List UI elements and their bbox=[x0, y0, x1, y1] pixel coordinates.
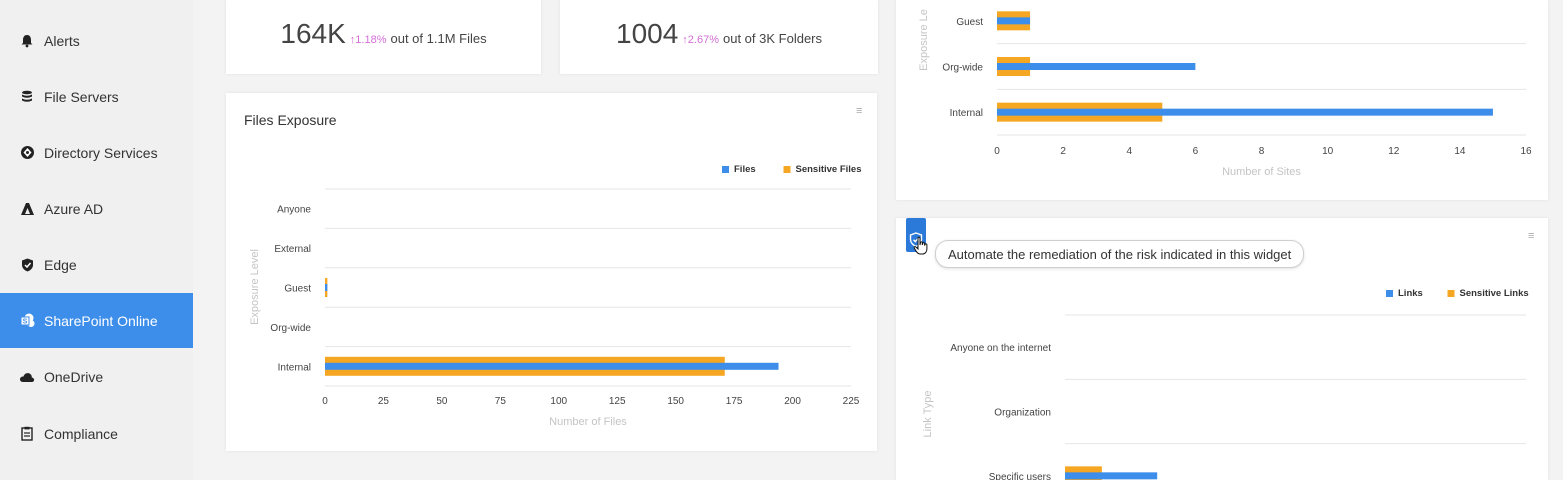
category-label: Org-wide bbox=[942, 63, 983, 74]
menu-icon[interactable]: ≡ bbox=[856, 105, 863, 117]
bell-icon bbox=[19, 33, 35, 49]
cloud-icon bbox=[19, 369, 35, 385]
sidebar-item-label: Alerts bbox=[44, 32, 80, 49]
legend-label: Links bbox=[1398, 288, 1423, 299]
bar-files bbox=[325, 362, 779, 370]
x-tick-label: 100 bbox=[550, 396, 567, 407]
legend-swatch bbox=[1386, 290, 1393, 297]
category-label: Anyone bbox=[277, 205, 311, 216]
legend-swatch bbox=[722, 166, 729, 173]
category-label: Internal bbox=[950, 108, 983, 119]
stat-value: 164K bbox=[280, 18, 346, 49]
card-title: Files Exposure bbox=[244, 112, 337, 128]
x-tick-label: 12 bbox=[1388, 146, 1400, 157]
sidebar-item-compliance[interactable]: Compliance bbox=[0, 406, 193, 461]
legend-swatch bbox=[783, 166, 791, 173]
x-tick-label: 6 bbox=[1193, 146, 1199, 157]
category-label: External bbox=[274, 244, 311, 255]
menu-icon[interactable]: ≡ bbox=[1528, 230, 1535, 242]
files-exposure-chart: Anyone External Guest Org-wide Internal 0 25 50… bbox=[249, 164, 862, 428]
bar-links bbox=[1065, 472, 1158, 480]
y-axis-label: Exposure Le bbox=[918, 9, 930, 71]
sidebar-item-onedrive[interactable]: OneDrive bbox=[0, 349, 193, 404]
x-tick-label: 10 bbox=[1322, 146, 1334, 157]
x-tick-label: 200 bbox=[784, 396, 801, 407]
x-tick-label: 16 bbox=[1520, 146, 1532, 157]
sidebar-item-azure-ad[interactable]: Azure AD bbox=[0, 181, 193, 236]
links-chart: Anyone on the internet Organization Specif… bbox=[922, 288, 1529, 480]
shield-icon bbox=[19, 257, 35, 273]
category-label: Guest bbox=[956, 17, 983, 28]
files-exposure-card: Files Exposure ≡ bbox=[226, 93, 877, 451]
category-label: Org-wide bbox=[270, 323, 311, 334]
x-tick-label: 125 bbox=[609, 396, 626, 407]
clipboard-icon bbox=[19, 426, 35, 442]
sidebar-item-label: File Servers bbox=[44, 88, 119, 105]
sidebar-item-sharepoint-online[interactable]: S SharePoint Online bbox=[0, 293, 193, 348]
sidebar-item-label: Compliance bbox=[44, 425, 118, 442]
svg-text:S: S bbox=[22, 319, 27, 326]
stat-label: out of 3K Folders bbox=[723, 31, 822, 46]
x-tick-label: 75 bbox=[495, 396, 507, 407]
remediation-tooltip: Automate the remediation of the risk ind… bbox=[935, 240, 1305, 268]
category-label: Anyone on the internet bbox=[950, 343, 1051, 354]
x-tick-label: 50 bbox=[436, 396, 448, 407]
x-tick-label: 8 bbox=[1259, 146, 1265, 157]
legend-label: Sensitive Links bbox=[1460, 288, 1529, 299]
sidebar-item-label: Directory Services bbox=[44, 144, 158, 161]
x-axis-label: Number of Sites bbox=[1222, 166, 1301, 178]
sidebar-item-label: OneDrive bbox=[44, 368, 104, 385]
files-stat-card: 164K ↑1.18% out of 1.1M Files bbox=[226, 0, 541, 74]
legend-swatch bbox=[1447, 290, 1455, 297]
sidebar-item-label: Edge bbox=[44, 256, 77, 273]
directory-icon bbox=[19, 145, 35, 161]
x-axis-label: Number of Files bbox=[549, 416, 627, 428]
azure-icon bbox=[19, 201, 35, 217]
sidebar: Alerts File Servers Directory Services A… bbox=[0, 0, 194, 480]
x-tick-label: 175 bbox=[726, 396, 743, 407]
category-label: Organization bbox=[994, 408, 1051, 419]
database-icon bbox=[19, 89, 35, 105]
sidebar-item-file-servers[interactable]: File Servers bbox=[0, 69, 193, 124]
legend-label: Files bbox=[734, 164, 756, 175]
x-tick-label: 25 bbox=[378, 396, 390, 407]
category-label: Internal bbox=[278, 362, 311, 373]
sidebar-item-alerts[interactable]: Alerts bbox=[0, 13, 193, 68]
bar- bbox=[997, 63, 1196, 70]
bar-files bbox=[325, 284, 328, 291]
stat-change: ↑1.18% bbox=[349, 34, 387, 46]
stat-value: 1004 bbox=[616, 18, 679, 49]
category-label: Specific users bbox=[989, 472, 1051, 480]
sites-exposure-card bbox=[896, 0, 1548, 200]
sidebar-item-directory-services[interactable]: Directory Services bbox=[0, 125, 193, 180]
bar- bbox=[997, 17, 1031, 25]
x-tick-label: 225 bbox=[843, 396, 860, 407]
sidebar-item-edge[interactable]: Edge bbox=[0, 237, 193, 292]
bar- bbox=[997, 108, 1493, 116]
y-axis-label: Exposure Level bbox=[249, 249, 261, 325]
x-tick-label: 150 bbox=[667, 396, 684, 407]
sites-exposure-chart: Guest Org-wide Internal 0 2 4 6 8 10 12 14 16 Number… bbox=[918, 9, 1532, 178]
x-tick-label: 14 bbox=[1454, 146, 1466, 157]
x-tick-label: 4 bbox=[1126, 146, 1132, 157]
sharepoint-icon: S bbox=[19, 313, 35, 329]
stat-change: ↑2.67% bbox=[682, 34, 719, 46]
x-tick-label: 0 bbox=[322, 396, 328, 407]
folders-stat-card: 1004 ↑2.67% out of 3K Folders bbox=[560, 0, 878, 74]
x-tick-label: 2 bbox=[1060, 146, 1066, 157]
category-label: Guest bbox=[284, 284, 311, 295]
hand-cursor-icon bbox=[913, 236, 928, 255]
sidebar-item-label: Azure AD bbox=[44, 200, 104, 217]
legend-label: Sensitive Files bbox=[796, 164, 862, 175]
x-tick-label: 0 bbox=[994, 146, 1000, 157]
y-axis-label: Link Type bbox=[922, 391, 934, 438]
stat-label: out of 1.1M Files bbox=[390, 31, 487, 46]
sidebar-item-label: SharePoint Online bbox=[44, 312, 158, 329]
